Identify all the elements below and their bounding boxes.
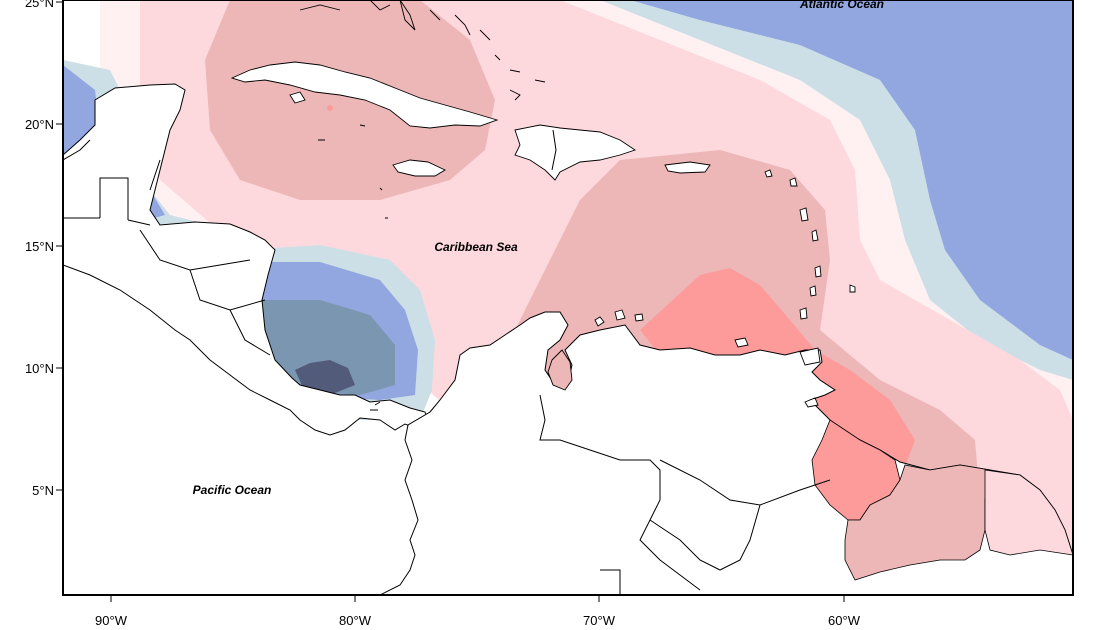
yucatan-outline xyxy=(63,139,161,191)
pink-band-medium-north xyxy=(205,0,495,200)
lat-tick-label: 20°N xyxy=(25,117,54,132)
border-haiti-dr xyxy=(551,129,557,171)
lon-tick-label: 80°W xyxy=(339,613,372,628)
label-atlantic-ocean: Atlantic Ocean xyxy=(799,0,884,11)
lat-axis: 25°N 20°N 15°N 10°N 5°N xyxy=(25,0,63,498)
islands-lesser-antilles xyxy=(734,169,856,408)
label-pacific-ocean: Pacific Ocean xyxy=(193,483,272,497)
islands-small-caribbean xyxy=(318,124,388,219)
island-cuba xyxy=(230,61,499,129)
lat-tick-label: 15°N xyxy=(25,239,54,254)
islands-abc xyxy=(594,309,644,327)
island-hispaniola xyxy=(514,124,637,181)
islands-san-blas xyxy=(370,401,381,411)
lon-tick-label: 60°W xyxy=(828,613,861,628)
land-central-america xyxy=(63,83,431,436)
blue-band-medium xyxy=(630,0,1073,360)
lat-tick-label: 25°N xyxy=(25,0,54,10)
map-frame xyxy=(62,0,1074,596)
marker-dot xyxy=(327,105,333,111)
shaded-field xyxy=(63,0,1073,595)
islands-bahamas xyxy=(299,0,546,101)
lat-tick-label: 10°N xyxy=(25,361,54,376)
label-caribbean-sea: Caribbean Sea xyxy=(434,240,518,254)
border-lines-central-america xyxy=(63,177,271,356)
lon-tick-label: 70°W xyxy=(583,613,616,628)
land-shade-guiana-light xyxy=(984,469,1073,556)
lon-axis: 90°W 80°W 70°W 60°W xyxy=(95,595,861,628)
blue-band-darkest-west xyxy=(295,360,355,395)
lon-tick-label: 90°W xyxy=(95,613,128,628)
blue-band-dark-west xyxy=(255,300,395,395)
island-isla-juventud xyxy=(289,91,306,104)
island-puerto-rico xyxy=(664,161,711,174)
lake-maracaibo xyxy=(547,349,573,391)
island-jamaica xyxy=(392,159,446,177)
lat-tick-label: 5°N xyxy=(32,483,54,498)
island-trinidad xyxy=(799,347,821,366)
border-lines-south-america xyxy=(539,394,831,595)
